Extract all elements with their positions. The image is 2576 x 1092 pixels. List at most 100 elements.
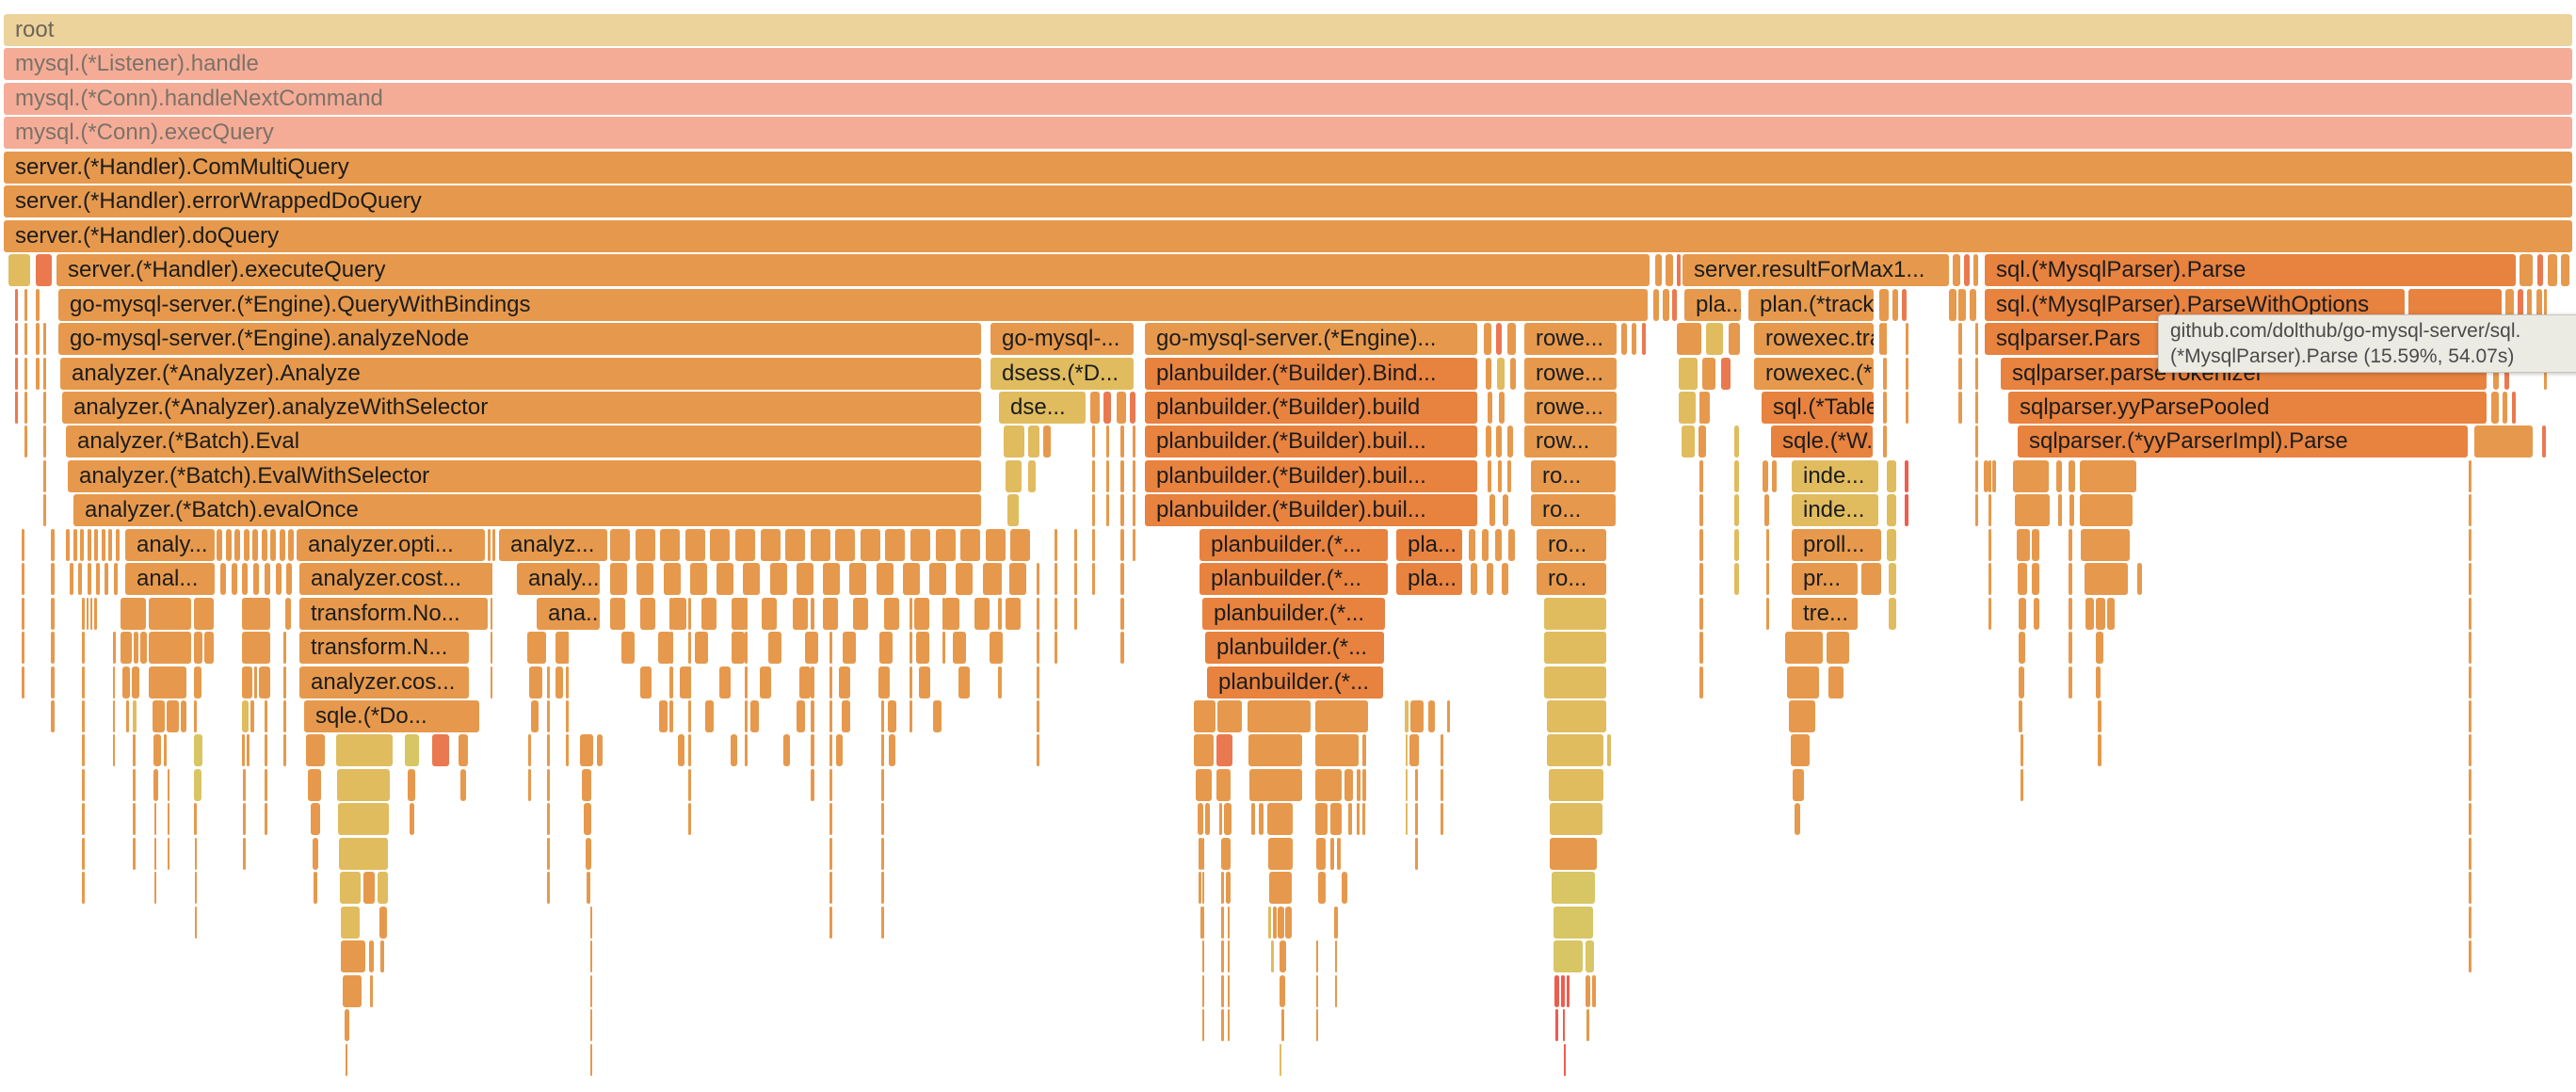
frame[interactable]	[126, 700, 129, 732]
frame[interactable]	[2107, 598, 2115, 630]
frame[interactable]	[843, 632, 856, 664]
frame[interactable]	[811, 769, 814, 801]
frame[interactable]	[140, 632, 147, 664]
frame[interactable]	[488, 529, 491, 561]
frame[interactable]	[1547, 700, 1606, 732]
frame[interactable]: planbuilder.(*...	[1207, 666, 1383, 699]
frame[interactable]	[768, 632, 781, 664]
frame[interactable]	[566, 666, 569, 699]
frame[interactable]: pla...	[1396, 529, 1462, 561]
frame[interactable]	[2561, 254, 2569, 286]
frame[interactable]	[1228, 975, 1230, 1007]
frame[interactable]	[1269, 872, 1292, 904]
frame[interactable]	[1133, 529, 1135, 561]
frame[interactable]	[878, 666, 890, 699]
frame[interactable]	[2469, 529, 2471, 561]
frame[interactable]	[1028, 460, 1036, 492]
frame[interactable]	[36, 323, 40, 355]
frame[interactable]: go-mysql-server.(*Engine).analyzeNode	[58, 323, 981, 355]
frame[interactable]	[217, 529, 222, 561]
frame[interactable]	[1037, 598, 1039, 630]
frame[interactable]	[1043, 426, 1051, 458]
frame[interactable]	[1975, 426, 1978, 458]
frame[interactable]	[1259, 803, 1264, 835]
frame[interactable]	[265, 598, 267, 630]
frame[interactable]	[78, 563, 82, 595]
frame[interactable]: plan.(*track...	[1748, 289, 1874, 321]
frame[interactable]	[43, 494, 46, 526]
frame[interactable]	[1285, 907, 1292, 939]
frame[interactable]: planbuilder.(*Builder).build	[1145, 392, 1477, 424]
frame[interactable]	[881, 872, 884, 904]
frame[interactable]	[916, 632, 929, 664]
frame[interactable]	[1315, 734, 1359, 766]
frame[interactable]	[745, 734, 748, 766]
frame[interactable]	[2548, 254, 2557, 286]
frame[interactable]	[22, 529, 24, 561]
frame[interactable]	[1205, 803, 1210, 835]
frame[interactable]: sqle.(*W...	[1771, 426, 1873, 458]
frame[interactable]	[829, 803, 832, 835]
frame[interactable]	[1074, 563, 1077, 595]
frame[interactable]	[2137, 563, 2142, 595]
frame[interactable]	[2085, 563, 2128, 595]
frame[interactable]	[2469, 598, 2471, 630]
frame[interactable]	[669, 632, 673, 664]
frame[interactable]	[1498, 460, 1502, 492]
frame[interactable]	[974, 598, 990, 630]
frame[interactable]	[1248, 700, 1311, 732]
frame[interactable]	[805, 632, 818, 664]
frame[interactable]	[24, 392, 27, 424]
frame[interactable]	[82, 598, 85, 630]
frame[interactable]	[1699, 598, 1703, 630]
frame[interactable]	[555, 632, 569, 664]
frame[interactable]	[204, 632, 214, 664]
frame[interactable]	[1316, 940, 1318, 972]
frame[interactable]	[1607, 734, 1611, 766]
frame[interactable]	[22, 632, 24, 664]
frame[interactable]	[1007, 494, 1019, 526]
frame[interactable]	[82, 838, 85, 870]
frame[interactable]	[168, 838, 169, 870]
frame[interactable]	[1248, 734, 1302, 766]
frame[interactable]	[15, 289, 18, 321]
frame[interactable]	[1766, 529, 1769, 561]
frame[interactable]	[783, 734, 790, 766]
frame[interactable]	[1772, 460, 1777, 492]
frame[interactable]	[82, 700, 85, 732]
frame[interactable]	[2469, 734, 2471, 766]
frame[interactable]	[678, 734, 684, 766]
frame[interactable]	[2096, 598, 2105, 630]
frame[interactable]	[51, 666, 55, 699]
frame[interactable]	[2080, 460, 2136, 492]
frame[interactable]: anal...	[125, 563, 215, 595]
frame[interactable]	[153, 700, 165, 732]
frame[interactable]	[743, 563, 760, 595]
frame[interactable]	[1905, 460, 1908, 492]
frame[interactable]	[2021, 734, 2023, 766]
frame[interactable]	[1280, 940, 1286, 972]
frame[interactable]	[22, 666, 24, 699]
frame[interactable]	[1106, 426, 1109, 458]
frame[interactable]	[1221, 1009, 1224, 1041]
frame[interactable]	[2469, 769, 2471, 801]
frame[interactable]	[1563, 1009, 1565, 1041]
frame[interactable]	[2096, 632, 2103, 664]
frame[interactable]	[242, 563, 248, 595]
frame[interactable]	[1219, 803, 1222, 835]
frame[interactable]	[566, 632, 569, 664]
frame[interactable]	[590, 975, 592, 1007]
frame[interactable]: inde...	[1792, 494, 1878, 526]
frame[interactable]	[1202, 838, 1204, 870]
frame[interactable]: proll...	[1792, 529, 1881, 561]
frame[interactable]	[1428, 700, 1435, 732]
frame[interactable]: tre...	[1792, 598, 1858, 630]
frame[interactable]	[43, 358, 46, 390]
frame[interactable]	[688, 632, 691, 664]
frame[interactable]	[983, 563, 1000, 595]
frame[interactable]: go-mysql-server.(*Engine).QueryWithBindi…	[58, 289, 1648, 321]
frame[interactable]: row...	[1524, 426, 1617, 458]
frame[interactable]	[262, 529, 267, 561]
frame[interactable]	[1861, 563, 1881, 595]
frame[interactable]	[1224, 803, 1232, 835]
